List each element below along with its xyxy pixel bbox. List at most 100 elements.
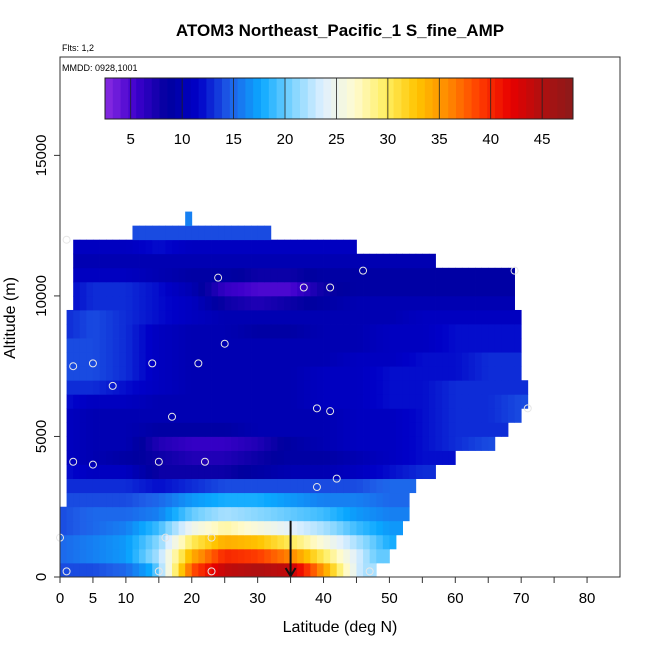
heat-cell (310, 520, 318, 536)
heat-cell (461, 422, 469, 437)
colorbar-segment (136, 78, 145, 119)
heat-cell (224, 478, 232, 494)
heat-cell (270, 394, 278, 409)
heat-cell (336, 478, 344, 494)
heat-cell (172, 225, 179, 241)
heat-cell (316, 408, 324, 423)
colorbar-segment (120, 78, 129, 119)
heat-cell (86, 534, 94, 550)
heat-cell (330, 380, 338, 395)
heat-cell (244, 239, 252, 255)
heat-cell (382, 548, 390, 564)
heat-cell (79, 548, 87, 564)
heat-cell (323, 253, 331, 269)
heat-cell (369, 520, 377, 536)
heat-cell (369, 548, 377, 564)
heat-cell (198, 408, 206, 423)
heat-cell (231, 338, 239, 353)
heat-cell (198, 436, 206, 451)
heat-cell (73, 520, 81, 536)
heat-cell (145, 408, 153, 423)
heat-cell (422, 422, 430, 437)
colorbar-segment (479, 78, 488, 119)
heat-cell (435, 422, 443, 437)
heat-cell (224, 267, 232, 283)
heat-cell (409, 352, 417, 367)
heat-cell (376, 478, 384, 494)
heat-cell (303, 324, 311, 339)
heat-cell (468, 380, 476, 395)
heat-cell (396, 253, 403, 269)
heat-cell (468, 408, 476, 423)
heat-cell (270, 478, 278, 494)
heat-cell (349, 295, 357, 311)
heat-cell (323, 239, 331, 255)
heat-cell (270, 239, 278, 255)
heat-cell (79, 492, 87, 508)
y-tick-label: 0 (33, 573, 50, 581)
heat-cell (310, 352, 318, 367)
heat-cell (145, 281, 153, 297)
heat-cell (514, 309, 522, 325)
heat-cell (356, 394, 364, 409)
heat-cell (191, 352, 199, 367)
heat-cell (323, 295, 331, 311)
heat-cell (237, 394, 245, 409)
heat-cell (73, 380, 81, 395)
heat-cell (79, 324, 87, 339)
heat-cell (218, 366, 226, 381)
sample-point (365, 567, 374, 576)
heat-cell (363, 492, 371, 508)
heat-cell (369, 324, 377, 339)
heat-cell (363, 309, 371, 325)
heat-cell (297, 422, 305, 437)
heat-cell (363, 338, 371, 353)
colorbar-tick-label: 25 (328, 131, 345, 148)
heat-cell (428, 352, 436, 367)
heat-cell (488, 394, 496, 409)
heat-cell (501, 380, 509, 395)
heat-cell (514, 408, 522, 423)
heat-cell (297, 352, 305, 367)
heat-cell (435, 338, 443, 353)
heat-cell (139, 422, 147, 437)
heat-cell (211, 281, 219, 297)
heat-cell (231, 450, 239, 465)
colorbar-segment (385, 78, 395, 119)
heat-cell (468, 422, 476, 437)
heat-cell (218, 534, 226, 550)
heat-cell (73, 492, 81, 508)
heat-cell (158, 267, 166, 283)
heat-cell (79, 478, 87, 494)
heat-cell (79, 506, 87, 522)
heat-cell (86, 408, 94, 423)
heat-cell (251, 562, 259, 578)
heat-cell (211, 324, 219, 339)
heat-cell (119, 281, 127, 297)
heat-cell (494, 267, 502, 283)
heat-cell (316, 380, 324, 395)
heat-cell (125, 253, 133, 269)
heat-cell (343, 562, 351, 578)
heat-cell (132, 309, 140, 325)
heat-cell (178, 492, 186, 508)
heat-cell (224, 394, 232, 409)
heat-cell (356, 492, 364, 508)
heat-cell (178, 324, 186, 339)
heat-cell (356, 338, 364, 353)
heat-cell (237, 548, 245, 564)
colorbar-segment (300, 78, 309, 119)
heat-cell (455, 436, 463, 451)
heat-cell (218, 267, 226, 283)
heat-cell (435, 436, 443, 451)
heat-cell (422, 281, 430, 297)
heat-cell (211, 239, 219, 255)
heat-cell (86, 422, 94, 437)
heat-cell (455, 352, 463, 367)
heat-cell (442, 324, 450, 339)
heat-cell (172, 380, 179, 395)
heat-cell (218, 450, 226, 465)
heat-cell (112, 324, 120, 339)
heat-cell (165, 562, 173, 578)
heat-cell (172, 478, 179, 494)
